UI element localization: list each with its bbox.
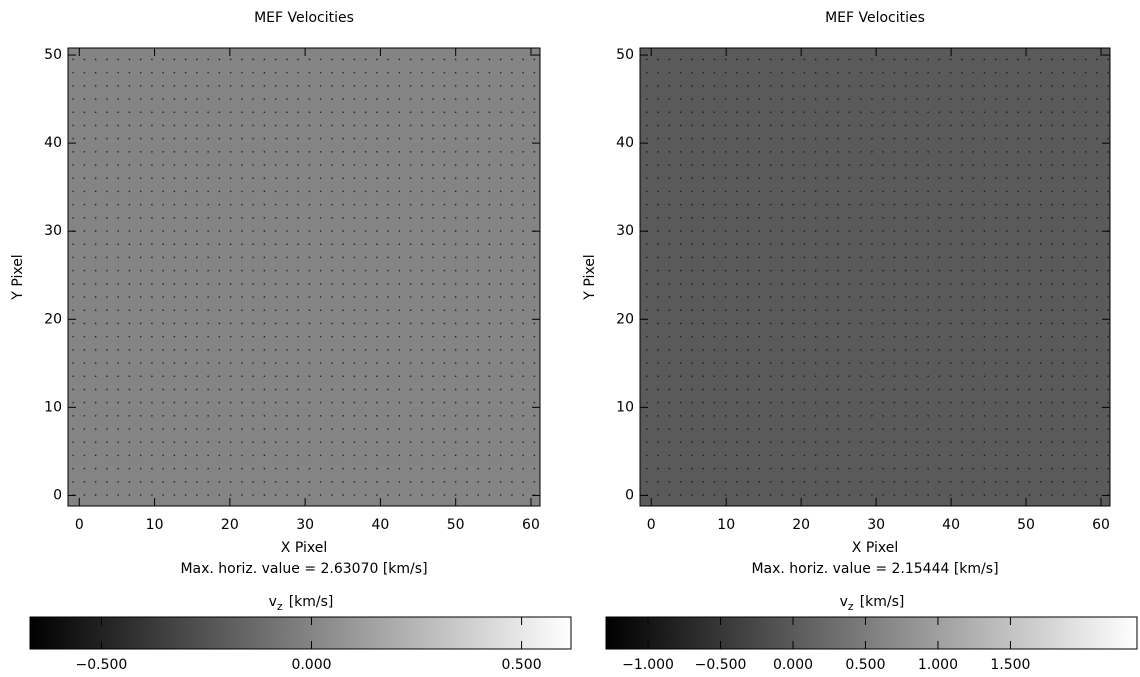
x-tick-label: 20 [221, 517, 239, 533]
y-tick-label: 20 [616, 311, 634, 327]
colorbar-label: vz [km/s] [840, 594, 905, 613]
colorbar-subscript: z [277, 600, 283, 613]
vector-grid [68, 48, 540, 506]
y-tick-label: 0 [625, 487, 634, 503]
colorbar-unit: [km/s] [860, 594, 905, 610]
y-tick-label: 0 [53, 487, 62, 503]
x-tick-label: 30 [867, 517, 885, 533]
colorbar-tick-label: 0.500 [845, 657, 885, 673]
colorbar-symbol: v [840, 594, 848, 610]
plot-frame [67, 47, 541, 507]
colorbar-tick-label: −0.500 [695, 657, 747, 673]
x-tick-label: 50 [447, 517, 465, 533]
x-tick-label: 40 [942, 517, 960, 533]
annotation: Max. horiz. value = 2.15444 [km/s] [751, 561, 998, 577]
colorbar-tick-label: 1.000 [918, 657, 958, 673]
colorbar-tick-label: 0.500 [502, 657, 542, 673]
y-tick-label: 40 [616, 135, 634, 151]
x-tick-label: 10 [717, 517, 735, 533]
colorbar-unit: [km/s] [289, 594, 334, 610]
colorbar-label: vz [km/s] [269, 594, 334, 613]
colorbar-symbol: v [269, 594, 277, 610]
plot-title: MEF Velocities [825, 10, 925, 26]
x-tick-label: 0 [647, 517, 656, 533]
vector-grid [640, 48, 1110, 506]
plot-title: MEF Velocities [254, 10, 354, 26]
y-tick-label: 50 [44, 47, 62, 63]
colorbar-tick-label: 0.000 [291, 657, 331, 673]
colorbar-tick-label: 0.000 [773, 657, 813, 673]
x-axis-label: X Pixel [852, 540, 898, 556]
y-tick-label: 30 [44, 223, 62, 239]
x-tick-label: 10 [146, 517, 164, 533]
y-tick-label: 40 [44, 135, 62, 151]
y-tick-label: 20 [44, 311, 62, 327]
annotation: Max. horiz. value = 2.63070 [km/s] [180, 561, 427, 577]
y-tick-label: 30 [616, 223, 634, 239]
colorbar-tick-label: 1.500 [990, 657, 1030, 673]
x-tick-label: 60 [1092, 517, 1110, 533]
colorbar [29, 616, 572, 650]
colorbar-tick-label: −1.000 [622, 657, 674, 673]
y-tick-label: 10 [44, 399, 62, 415]
x-tick-label: 60 [522, 517, 540, 533]
plot-frame [639, 47, 1111, 507]
x-tick-label: 30 [296, 517, 314, 533]
x-tick-label: 40 [371, 517, 389, 533]
colorbar-subscript: z [848, 600, 854, 613]
y-tick-label: 10 [616, 399, 634, 415]
x-tick-label: 50 [1017, 517, 1035, 533]
x-tick-label: 20 [792, 517, 810, 533]
x-axis-label: X Pixel [281, 540, 327, 556]
y-tick-label: 50 [616, 47, 634, 63]
colorbar-tick-label: −0.500 [76, 657, 128, 673]
y-axis-label: Y Pixel [582, 254, 598, 300]
y-axis-label: Y Pixel [10, 254, 26, 300]
x-tick-label: 0 [75, 517, 84, 533]
colorbar [605, 616, 1138, 650]
